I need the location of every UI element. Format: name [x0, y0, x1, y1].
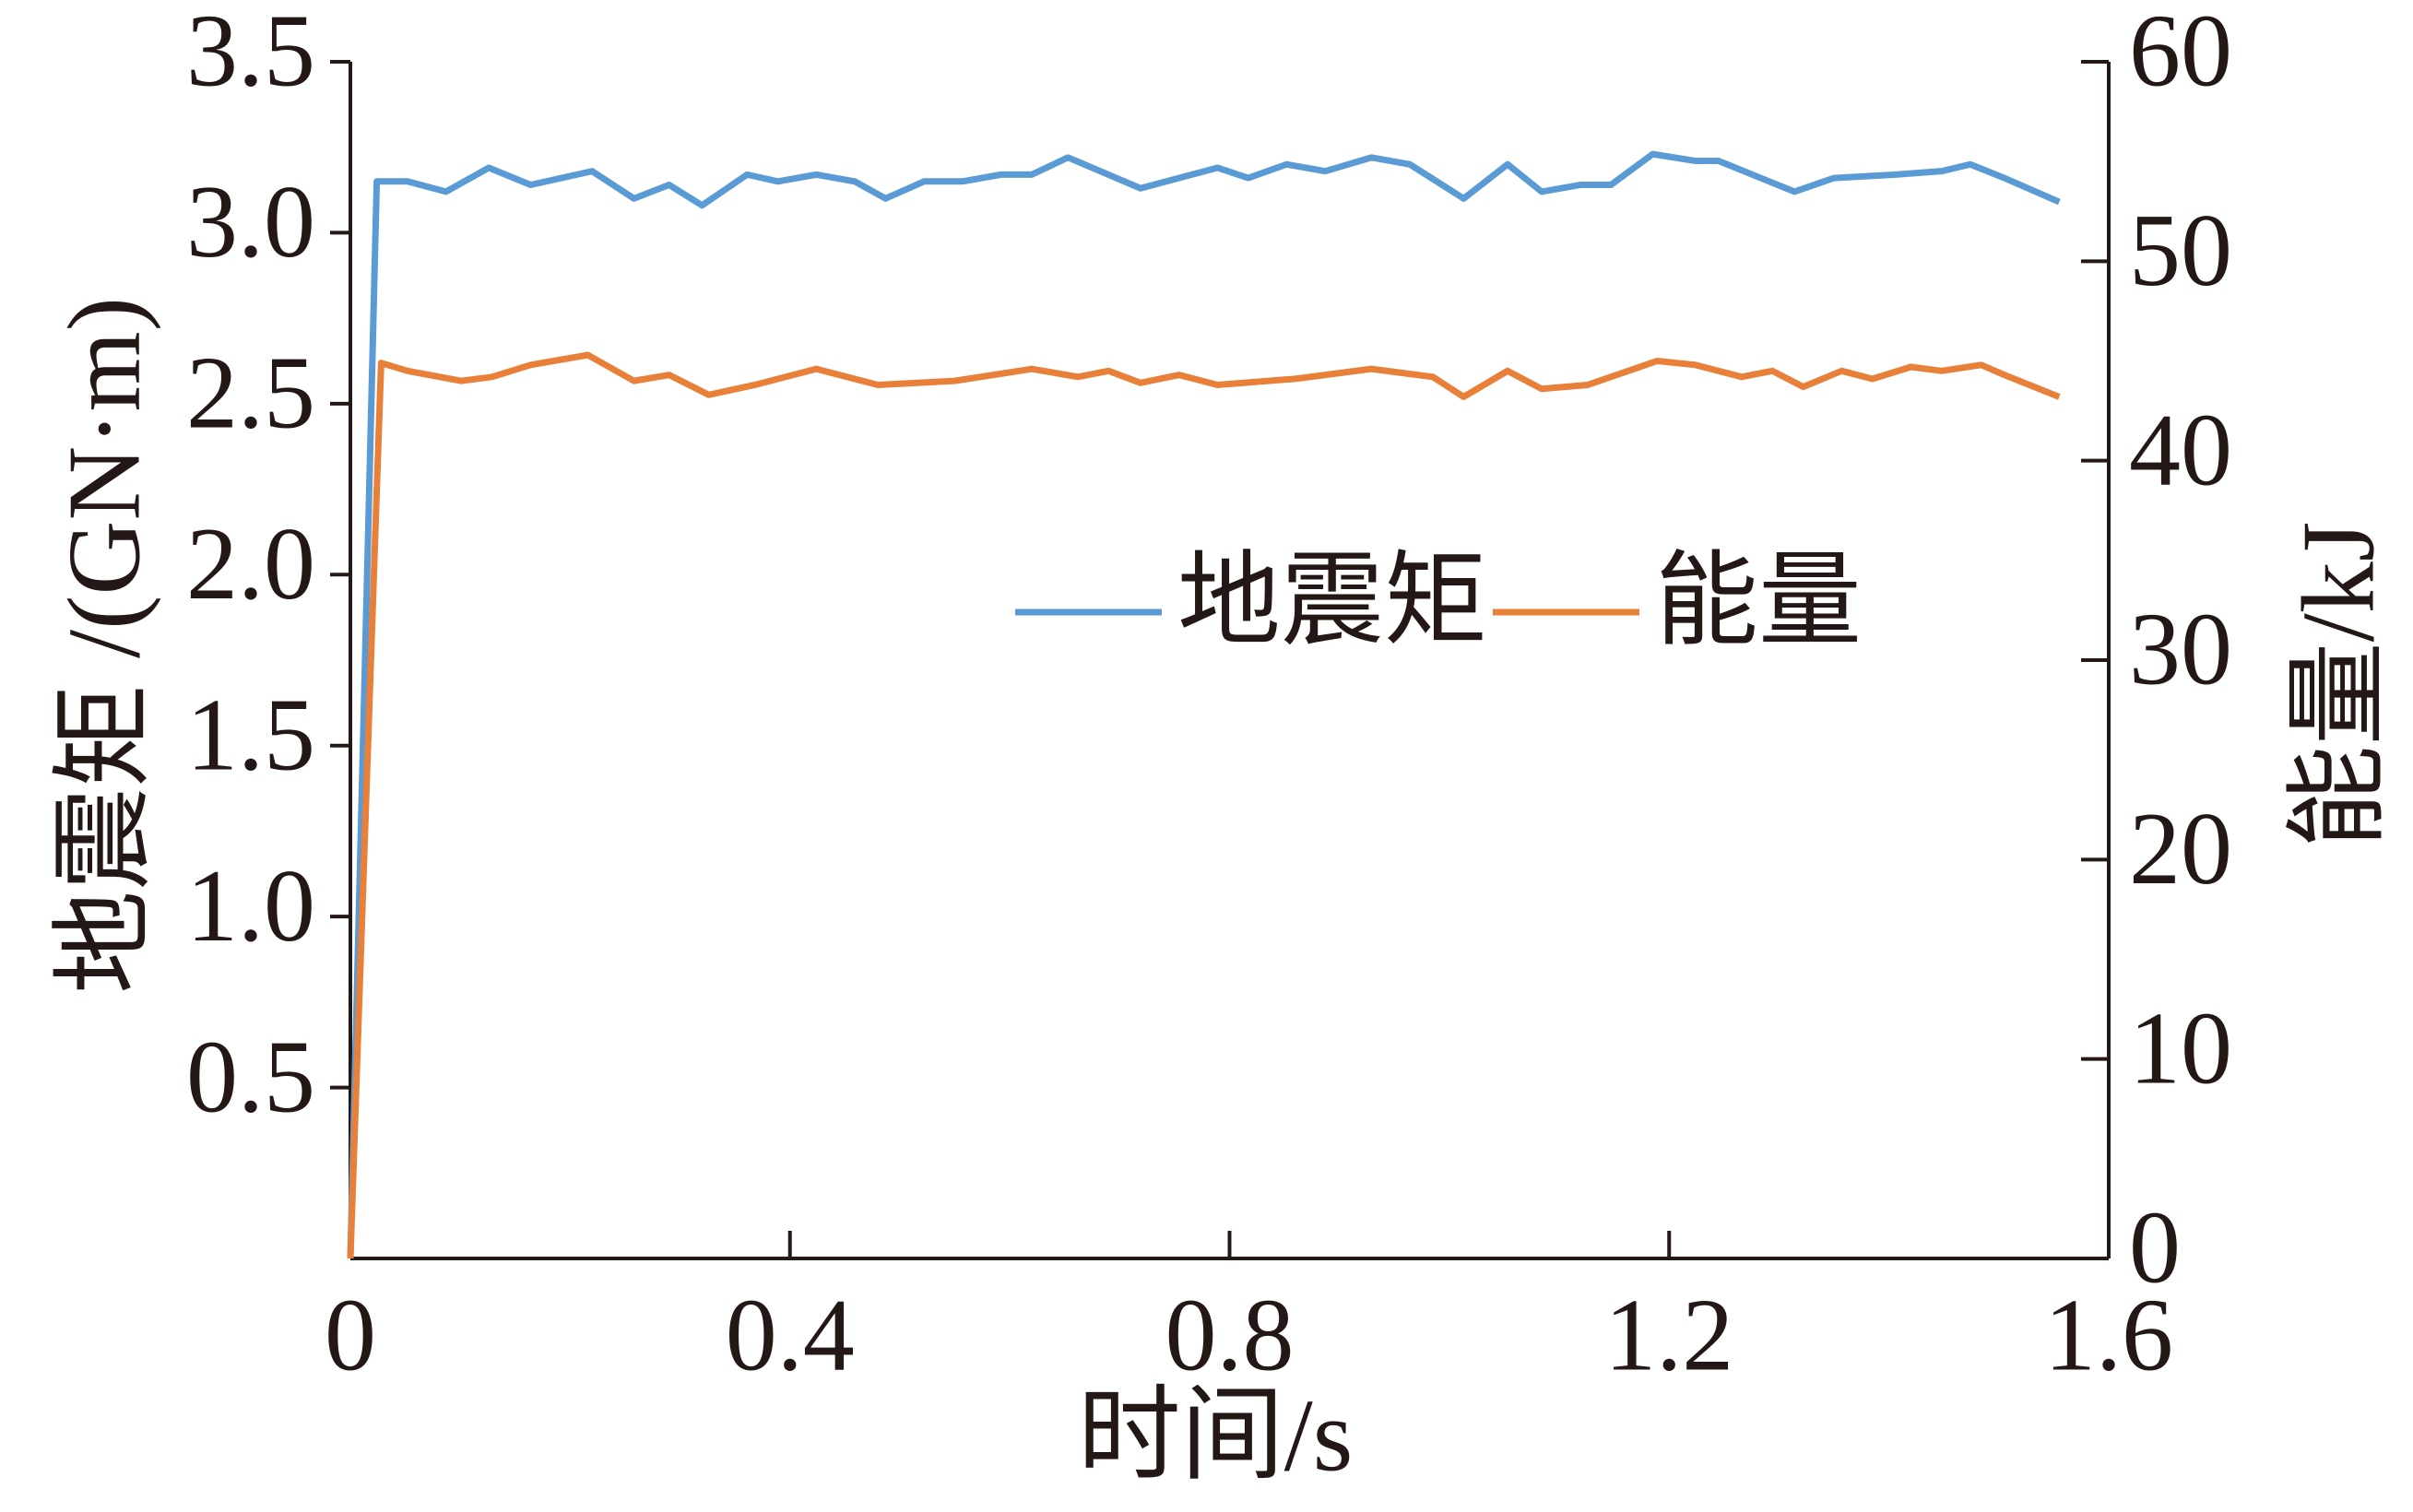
y-tick-label: 2.5: [186, 337, 315, 451]
x-tick-label: 0.4: [726, 1279, 855, 1393]
y-tick-label: 2.0: [186, 507, 315, 621]
x-tick-label: 0.8: [1165, 1279, 1295, 1393]
y-tick-label: 0.5: [186, 1020, 315, 1134]
y2-tick-label: 40: [2129, 393, 2232, 507]
y2-tick-label: 60: [2129, 0, 2232, 109]
y-axis-label: 地震矩 /(GN·m): [48, 297, 162, 994]
legend-label: 地震矩: [1177, 545, 1487, 659]
y-tick-label: 3.5: [186, 0, 315, 109]
y2-tick-label: 10: [2129, 991, 2232, 1105]
x-tick-label: 0: [325, 1279, 376, 1393]
y-tick-label: 1.0: [186, 849, 315, 963]
y-tick-label: 3.0: [186, 165, 315, 279]
line-series: [347, 150, 2061, 1259]
y2-axis-label: 能量/kJ: [2282, 522, 2396, 849]
y-tick-label: 1.5: [186, 678, 315, 792]
legend-label: 能量: [1655, 545, 1862, 659]
line-series: [347, 351, 2061, 1259]
x-axis-label: 时间/s: [1078, 1379, 1354, 1494]
x-tick-label: 1.2: [1604, 1279, 1733, 1393]
y2-tick-label: 20: [2129, 792, 2232, 906]
y2-tick-label: 0: [2129, 1191, 2181, 1305]
y2-tick-label: 50: [2129, 194, 2232, 308]
y2-tick-label: 30: [2129, 593, 2232, 707]
x-tick-label: 1.6: [2044, 1279, 2173, 1393]
